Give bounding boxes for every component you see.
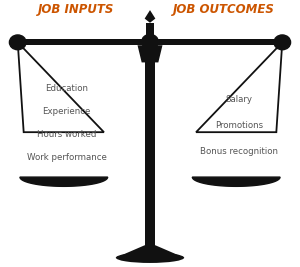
Text: JOB INPUTS: JOB INPUTS (38, 3, 114, 16)
Text: Hours worked: Hours worked (37, 130, 97, 139)
Polygon shape (20, 177, 108, 186)
Text: Experience: Experience (43, 107, 91, 116)
Circle shape (274, 35, 291, 50)
Circle shape (142, 34, 158, 49)
FancyBboxPatch shape (18, 40, 282, 45)
Text: Work performance: Work performance (27, 153, 107, 162)
Text: Bonus recognition: Bonus recognition (200, 147, 278, 156)
Polygon shape (137, 45, 163, 62)
Circle shape (9, 35, 26, 50)
Polygon shape (196, 42, 282, 132)
Text: JOB OUTCOMES: JOB OUTCOMES (173, 3, 275, 16)
Polygon shape (18, 42, 104, 132)
Text: Salary: Salary (226, 95, 253, 104)
Polygon shape (192, 177, 280, 186)
Ellipse shape (116, 252, 184, 263)
FancyBboxPatch shape (146, 23, 154, 36)
Polygon shape (145, 10, 155, 23)
FancyBboxPatch shape (145, 62, 155, 248)
Text: Promotions: Promotions (215, 121, 263, 130)
Polygon shape (116, 245, 184, 258)
Text: Education: Education (45, 84, 88, 93)
